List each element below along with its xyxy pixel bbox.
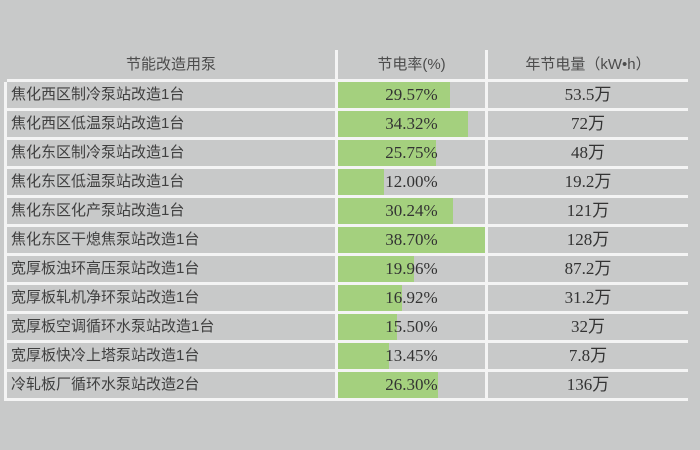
pump-name: 焦化东区制冷泵站改造1台 [11,144,185,161]
saving-rate-cell: 12.00% [338,169,485,195]
pump-name: 焦化西区制冷泵站改造1台 [11,86,185,103]
saving-rate-cell: 38.70% [338,227,485,253]
saving-rate-value: 15.50% [385,317,438,336]
pump-name: 焦化西区低温泵站改造1台 [11,115,185,132]
pump-name-cell: 宽厚板浊环高压泵站改造1台 [7,256,335,282]
saving-rate-cell: 26.30% [338,372,485,398]
column-header-saving-rate: 节电率(%) [338,50,485,79]
annual-saving-cell: 48万 [488,140,688,166]
annual-saving-cell: 121万 [488,198,688,224]
saving-rate-bar [338,82,451,108]
saving-rate-cell: 29.57% [338,82,485,108]
pump-name: 宽厚板轧机净环泵站改造1台 [11,289,200,306]
saving-rate-value: 34.32% [385,114,438,133]
annual-saving-cell: 19.2万 [488,169,688,195]
pump-name: 冷轧板厂循环水泵站改造2台 [11,376,200,393]
saving-rate-cell: 25.75% [338,140,485,166]
pump-name-cell: 宽厚板空调循环水泵站改造1台 [7,314,335,340]
saving-rate-bar [338,111,469,137]
annual-saving-value: 136万 [566,375,610,394]
annual-saving-value: 7.8万 [568,346,608,365]
saving-rate-bar [338,285,403,311]
pump-name-cell: 焦化西区制冷泵站改造1台 [7,82,335,108]
annual-saving-cell: 128万 [488,227,688,253]
annual-saving-value: 87.2万 [564,259,612,278]
pump-name-cell: 焦化东区低温泵站改造1台 [7,169,335,195]
table-left-border [4,82,7,401]
pump-name-cell: 焦化东区干熄焦泵站改造1台 [7,227,335,253]
pump-name: 焦化东区化产泵站改造1台 [11,202,185,219]
column-header-annual-saving: 年节电量（kW•h） [488,50,688,79]
saving-rate-cell: 13.45% [338,343,485,369]
annual-saving-cell: 53.5万 [488,82,688,108]
column-header-pump-name: 节能改造用泵 [7,50,335,79]
saving-rate-value: 16.92% [385,288,438,307]
saving-rate-cell: 15.50% [338,314,485,340]
annual-saving-value: 19.2万 [564,172,612,191]
pump-name: 宽厚板空调循环水泵站改造1台 [11,318,215,335]
saving-rate-bar [338,343,390,369]
annual-saving-cell: 7.8万 [488,343,688,369]
saving-rate-value: 25.75% [385,143,438,162]
pump-name: 宽厚板浊环高压泵站改造1台 [11,260,200,277]
annual-saving-cell: 31.2万 [488,285,688,311]
saving-rate-cell: 30.24% [338,198,485,224]
annual-saving-cell: 72万 [488,111,688,137]
annual-saving-cell: 32万 [488,314,688,340]
pump-name-cell: 焦化西区低温泵站改造1台 [7,111,335,137]
pump-name: 宽厚板快冷上塔泵站改造1台 [11,347,200,364]
annual-saving-value: 128万 [566,230,610,249]
annual-saving-value: 31.2万 [564,288,612,307]
annual-saving-cell: 136万 [488,372,688,398]
saving-rate-cell: 16.92% [338,285,485,311]
saving-rate-bar [338,227,485,253]
saving-rate-bar [338,256,414,282]
pump-name-cell: 宽厚板快冷上塔泵站改造1台 [7,343,335,369]
pump-savings-table: 节能改造用泵 节电率(%) 年节电量（kW•h） 焦化西区制冷泵站改造1台 29… [7,50,688,401]
pump-name-cell: 焦化东区制冷泵站改造1台 [7,140,335,166]
saving-rate-bar [338,314,397,340]
annual-saving-value: 72万 [571,114,605,133]
pump-name: 焦化东区干熄焦泵站改造1台 [11,231,200,248]
saving-rate-value: 13.45% [385,346,438,365]
saving-rate-value: 29.57% [385,85,438,104]
annual-saving-value: 53.5万 [564,85,612,104]
annual-saving-cell: 87.2万 [488,256,688,282]
saving-rate-value: 30.24% [385,201,438,220]
saving-rate-cell: 34.32% [338,111,485,137]
saving-rate-value: 38.70% [385,230,438,249]
annual-saving-value: 32万 [571,317,605,336]
saving-rate-bar [338,372,438,398]
annual-saving-value: 48万 [571,143,605,162]
pump-name-cell: 宽厚板轧机净环泵站改造1台 [7,285,335,311]
saving-rate-bar [338,169,384,195]
saving-rate-cell: 19.96% [338,256,485,282]
saving-rate-value: 19.96% [385,259,438,278]
pump-name-cell: 冷轧板厂循环水泵站改造2台 [7,372,335,398]
pump-name-cell: 焦化东区化产泵站改造1台 [7,198,335,224]
saving-rate-value: 26.30% [385,375,438,394]
saving-rate-bar [338,198,453,224]
pump-name: 焦化东区低温泵站改造1台 [11,173,185,190]
saving-rate-bar [338,140,436,166]
annual-saving-value: 121万 [566,201,610,220]
saving-rate-value: 12.00% [385,172,438,191]
